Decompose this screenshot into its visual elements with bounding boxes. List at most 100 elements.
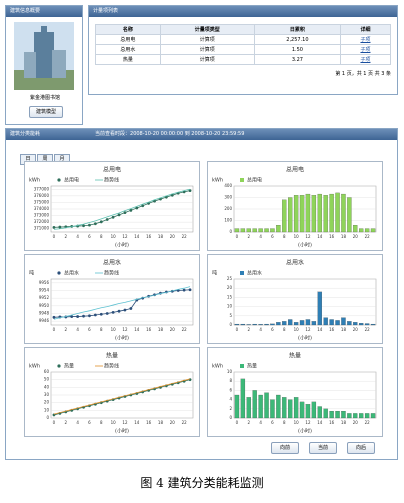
x-tick-label: 22 (365, 234, 371, 239)
bar (276, 322, 281, 326)
point (111, 310, 115, 314)
point (88, 314, 91, 318)
legend-label: 热量 (64, 363, 74, 370)
cell: 总用水 (95, 44, 161, 55)
bar (288, 319, 293, 326)
line (53, 188, 191, 230)
bar (370, 413, 376, 419)
chart-title: 总用水 (286, 259, 304, 267)
legend-marker (57, 271, 61, 275)
x-axis-label: (小时) (115, 428, 129, 435)
y-tick-label: 6 (229, 387, 232, 392)
nav-button[interactable]: 当前 (309, 442, 337, 454)
bar (323, 408, 328, 419)
y-tick-label: 377000 (34, 186, 50, 191)
x-tick-label: 10 (111, 420, 117, 425)
bar (317, 406, 322, 419)
x-tick-label: 18 (341, 327, 347, 332)
bar (293, 397, 299, 419)
y-tick-label: 60 (44, 369, 50, 374)
chart-title: 总用电 (286, 166, 304, 174)
y-tick-label: 373000 (34, 213, 50, 218)
x-tick-label: 2 (65, 327, 68, 332)
x-tick-label: 14 (134, 234, 140, 239)
nav-button[interactable]: 向前 (271, 442, 299, 454)
x-tick-label: 0 (236, 234, 239, 239)
x-tick-label: 4 (259, 420, 262, 425)
line (53, 378, 191, 415)
x-tick-label: 14 (317, 234, 323, 239)
nav-button[interactable]: 向后 (347, 442, 375, 454)
detail-link[interactable]: 子项 (339, 54, 392, 65)
point (188, 378, 192, 382)
point (135, 206, 139, 210)
x-tick-label: 18 (341, 420, 347, 425)
bar (299, 195, 305, 233)
y-tick-label: 10 (227, 369, 233, 374)
header-row: 名称 计量项类型 日累积 详细 (95, 24, 392, 35)
point (99, 220, 103, 224)
x-tick-label: 18 (341, 234, 347, 239)
point (111, 215, 115, 219)
x-axis-label: (小时) (298, 242, 312, 249)
x-axis-label: (小时) (115, 242, 129, 249)
x-axis-label: (小时) (115, 335, 129, 342)
detail-link[interactable]: 子项 (339, 44, 392, 55)
title: 建筑分类能耗 (10, 131, 41, 137)
bar (329, 319, 334, 326)
bar (305, 193, 311, 233)
y-tick-label: 30 (44, 392, 50, 397)
chart-box: 热量 kWh (小时) 0 10 20 30 40 50 60 0 2 4 6 8 10 12 14 16 18 20 2… (24, 347, 200, 437)
point (117, 213, 121, 217)
point (188, 288, 192, 292)
point (105, 218, 109, 221)
x-tick-label: 2 (248, 420, 251, 425)
detail-link[interactable]: 子项 (339, 34, 392, 45)
chart: 热量 kWh (小时) 0 10 20 30 40 50 60 0 2 4 6 8 10 12 14 16 18 20 2… (29, 352, 194, 435)
table-row: 热量 计算项 3.27 子项 (95, 54, 392, 65)
bar (305, 319, 311, 326)
point (58, 225, 62, 229)
bar (240, 323, 246, 326)
cell: 计算项 (159, 34, 255, 45)
bar (246, 397, 251, 419)
x-tick-label: 14 (134, 327, 140, 332)
y-tick-label: 15 (227, 294, 233, 299)
bar (282, 199, 287, 233)
y-axis-label: 吨 (29, 270, 34, 277)
y-tick-label: 9956 (39, 280, 50, 285)
legend-marker (57, 364, 61, 368)
x-tick-label: 6 (88, 327, 91, 332)
x-tick-label: 18 (158, 327, 164, 332)
x-tick-label: 8 (100, 327, 103, 332)
point (82, 314, 85, 318)
bar (246, 228, 251, 233)
point (129, 208, 133, 212)
x-tick-label: 22 (182, 327, 188, 332)
plot-area (233, 278, 377, 326)
bar (270, 399, 275, 419)
x-tick-label: 8 (283, 327, 286, 332)
y-tick-label: 8 (229, 378, 232, 383)
meter-table: 名称 计量项类型 日累积 详细 总用电 计算项 2,257.10 子项 总用水 计算项 1.50 子项… (95, 24, 392, 65)
point (52, 315, 56, 319)
y-tick-label: 2 (229, 406, 232, 411)
y-tick-label: 375000 (34, 199, 50, 204)
point (99, 312, 103, 316)
bar (359, 323, 364, 326)
cell: 计算项 (159, 44, 255, 55)
bar (370, 228, 376, 233)
bar (311, 321, 317, 326)
bar (317, 291, 322, 326)
y-tick-label: 50 (44, 377, 50, 382)
legend-label: 总用水 (64, 270, 79, 277)
x-tick-label: 16 (146, 234, 152, 239)
y-tick-label: 20 (227, 285, 233, 290)
x-tick-label: 18 (158, 234, 164, 239)
y-tick-label: 20 (44, 400, 50, 405)
bar (347, 413, 352, 419)
model-button[interactable]: 建筑模型 (29, 106, 63, 118)
x-tick-label: 10 (294, 327, 300, 332)
building-photo (14, 22, 74, 90)
